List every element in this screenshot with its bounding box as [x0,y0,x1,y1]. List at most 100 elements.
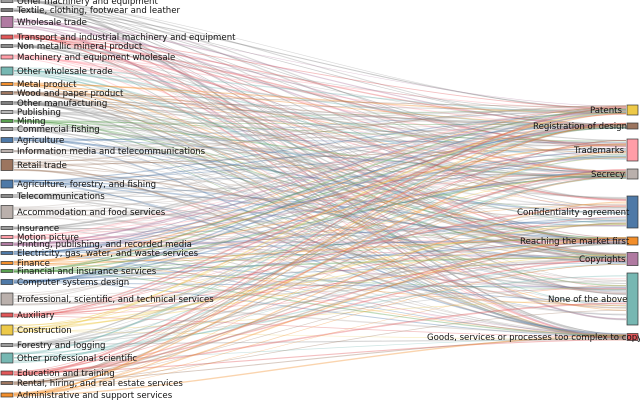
flow-link [13,129,627,245]
flow-link [13,140,627,198]
flow-link [13,126,627,273]
sankey-links [13,0,627,397]
flow-link [13,242,627,383]
flow-link [13,102,627,146]
flow-link [13,93,627,108]
flow-link [13,124,627,297]
left-node-label: Other wholesale trade [17,67,113,77]
flow-link [13,128,627,305]
flow-link [13,217,627,254]
flow-link [13,21,627,107]
flow-link [13,237,627,395]
flow-link [13,243,627,345]
flow-link [13,245,627,257]
flow-link [13,110,627,210]
flow-link [13,241,627,244]
flow-link [13,284,627,395]
flow-link [13,237,627,273]
left-node-label: Computer systems design [17,278,129,288]
flow-link [13,54,627,239]
flow-link [13,112,627,258]
flow-link [13,109,627,230]
flow-link [13,157,627,246]
flow-link [13,21,627,211]
right-node-label: Confidentiality agreement [517,208,630,218]
flow-link [13,120,627,240]
flow-link [13,105,627,385]
flow-link [13,237,627,317]
flow-link [13,93,627,242]
flow-link [13,46,627,114]
flow-link [13,310,627,385]
flow-link [13,21,627,175]
left-node-financial-and-insurance-services [0,269,14,273]
flow-link [13,92,627,129]
flow-link [13,91,627,174]
left-node-administrative-and-support-services [0,392,14,398]
flow-link [13,72,627,340]
flow-link [13,150,627,394]
flow-link [13,173,627,182]
flow-link [13,83,627,115]
flow-link [13,336,627,383]
flow-link [13,106,627,263]
flow-link [13,168,627,309]
left-node-label: Transport and industrial machinery and e… [16,33,236,43]
left-node-label: Commercial fishing [17,125,100,135]
flow-link [13,214,627,336]
flow-link [13,123,627,284]
flow-link [13,173,627,347]
flow-link [13,269,627,337]
right-node-label: Goods, services or processes too complex… [427,333,640,343]
flow-link [13,175,627,385]
flow-link [13,179,627,227]
flow-link [13,154,627,271]
flow-link [13,38,627,289]
flow-link [13,264,627,385]
left-node-label: Agriculture, forestry, and fishing [17,180,156,190]
flow-link [13,123,627,237]
left-node-label: Administrative and support services [17,391,173,400]
flow-link [13,84,627,172]
flow-link [13,109,627,123]
flow-link [13,280,627,305]
flow-link [13,84,627,339]
flow-link [13,196,627,291]
right-node-confidentiality-agreement [626,195,639,229]
flow-link [13,85,627,154]
flow-link [13,55,627,201]
flow-link [13,69,627,160]
flow-link [13,208,627,316]
left-node-publishing [0,110,14,114]
right-node-label: Registration of design [533,122,627,132]
flow-link [13,36,627,201]
flow-link [13,251,627,258]
right-nodes: Patents Registration of design Trademarks S… [427,104,640,343]
flow-link [13,46,627,125]
left-node-computer-systems-design [0,279,14,285]
flow-link [13,244,627,335]
left-node-agriculture-forestry-and-fishing [0,179,14,189]
left-node-label: Motion picture [17,233,79,243]
flow-link [13,106,627,255]
flow-link [13,288,627,316]
flow-link [13,137,627,256]
flow-link [13,126,627,142]
left-node-motion-picture [0,235,14,239]
left-node-retail-trade [0,159,14,171]
flow-link [13,124,627,229]
flow-link [13,9,627,296]
flow-link [13,108,627,272]
flow-link [13,34,627,174]
flow-link [13,137,627,241]
flow-link [13,180,627,335]
right-node-label: None of the above [548,295,627,305]
flow-link [13,256,627,347]
flow-link [13,174,627,229]
flow-link [13,275,627,355]
flow-link [13,44,627,258]
flow-link [13,126,627,344]
left-node-label: Professional, scientific, and technical … [17,295,214,305]
flow-link [13,106,627,376]
flow-link [13,239,627,326]
